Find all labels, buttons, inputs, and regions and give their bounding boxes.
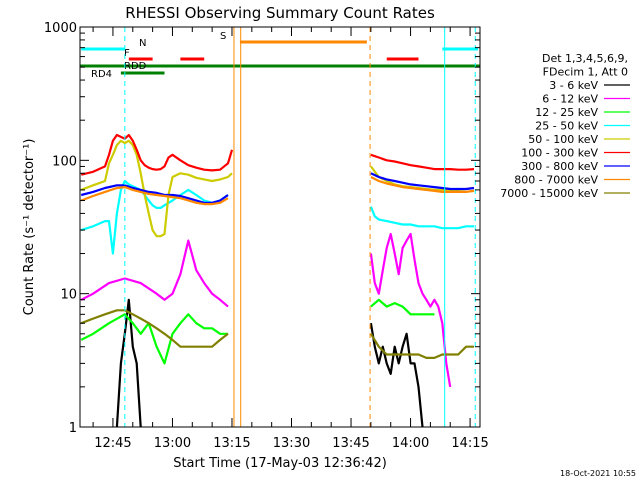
y-tick-label: 10 xyxy=(60,288,77,303)
flag-label: RDD xyxy=(124,61,147,72)
legend-label: 7000 - 15000 keV xyxy=(500,187,598,200)
y-tick-label: 1000 xyxy=(44,21,77,36)
legend-label: 3 - 6 keV xyxy=(549,79,598,92)
y-tick-label: 1 xyxy=(69,421,77,436)
x-tick-label: 12:45 xyxy=(94,436,131,451)
series-line xyxy=(80,179,229,255)
series-line xyxy=(370,176,475,193)
legend-label: 800 - 7000 keV xyxy=(514,174,598,187)
generated-timestamp: 18-Oct-2021 10:55 xyxy=(560,469,636,478)
legend-label: 12 - 25 keV xyxy=(535,106,598,119)
series-line xyxy=(80,313,228,365)
x-tick-label: 13:30 xyxy=(273,436,310,451)
chart-title: RHESSI Observing Summary Count Rates xyxy=(125,4,435,22)
legend-label: 50 - 100 keV xyxy=(528,133,598,146)
y-axis-label: Count Rate (s⁻¹ detector⁻¹) xyxy=(22,139,37,316)
series-line xyxy=(370,298,435,316)
flag-label: N xyxy=(139,38,146,49)
series-line xyxy=(80,133,234,176)
legend-header: Det 1,3,4,5,6,9, xyxy=(542,52,628,65)
x-tick-label: 13:15 xyxy=(213,436,250,451)
x-tick-label: 13:45 xyxy=(332,436,369,451)
series-line xyxy=(80,309,229,348)
flag-label: S xyxy=(220,31,226,42)
flag-label: RD4 xyxy=(91,69,112,80)
series-line xyxy=(80,239,229,308)
series-line xyxy=(370,153,475,171)
series-line xyxy=(370,172,475,191)
legend-label: 300 - 800 keV xyxy=(521,160,598,173)
series-line xyxy=(80,186,229,206)
series-line xyxy=(80,184,229,204)
y-tick-label: 100 xyxy=(52,154,77,169)
legend-header: FDecim 1, Att 0 xyxy=(543,66,628,79)
legend-label: 25 - 50 keV xyxy=(535,120,598,133)
legend-label: 100 - 300 keV xyxy=(521,147,598,160)
flag-label: F xyxy=(124,48,130,59)
series-line xyxy=(80,139,233,238)
series-line xyxy=(115,298,142,428)
x-tick-label: 14:00 xyxy=(392,436,429,451)
plot-frame xyxy=(79,26,481,428)
series-line xyxy=(369,206,474,230)
series-line xyxy=(369,232,452,388)
x-axis-label: Start Time (17-May-03 12:36:42) xyxy=(173,456,387,471)
series-line xyxy=(369,333,474,359)
legend-label: 6 - 12 keV xyxy=(542,93,598,106)
x-tick-label: 14:15 xyxy=(451,436,488,451)
x-tick-label: 13:00 xyxy=(154,436,191,451)
